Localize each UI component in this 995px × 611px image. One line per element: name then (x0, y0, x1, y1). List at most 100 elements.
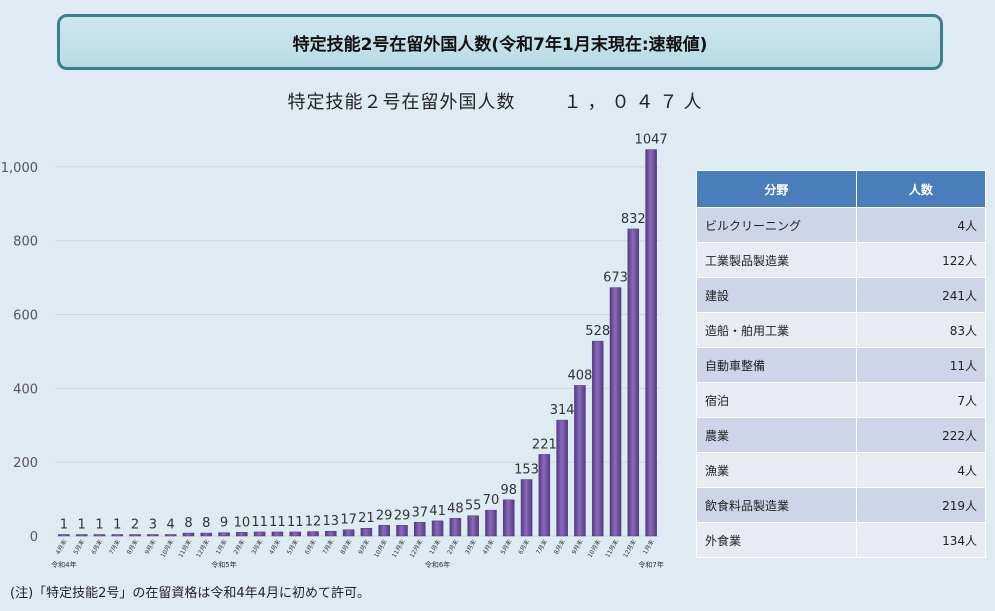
bar (93, 534, 106, 537)
subtitle-label: 特定技能２号在留外国人数 (287, 92, 516, 113)
x-tick-label: 11月末 (390, 538, 407, 559)
data-label: 10 (234, 515, 251, 530)
bar (164, 534, 177, 537)
bar (271, 531, 284, 537)
field-name: ビルクリーニング (696, 207, 857, 243)
table-row: 建設 241人 (696, 277, 987, 313)
bar (645, 149, 657, 537)
chart-subtitle: 特定技能２号在留外国人数 １，０４７人 (0, 88, 995, 114)
x-tick-label: 5月末 (72, 538, 87, 556)
x-tick-label: 8月末 (125, 538, 140, 556)
x-tick-label: 8月末 (338, 538, 353, 556)
field-count: 4人 (855, 207, 987, 243)
field-name: 外食業 (696, 522, 857, 558)
table-row: 飲食料品製造業 219人 (696, 487, 987, 523)
data-label: 673 (603, 271, 628, 286)
x-tick-label: 10月末 (586, 538, 603, 559)
bar (200, 532, 213, 537)
data-label: 37 (412, 505, 429, 520)
bar (58, 534, 70, 537)
banner-title: 特定技能2号在留外国人数(令和7年1月末現在:速報値) (57, 14, 943, 70)
bar (236, 532, 248, 537)
data-label: 1 (113, 518, 121, 533)
data-label: 41 (429, 504, 446, 519)
bar (253, 531, 266, 537)
x-tick-label: 2月末 (232, 538, 247, 556)
field-count: 122人 (855, 242, 987, 278)
bar (342, 529, 355, 537)
table-row: 自動車整備 11人 (696, 347, 987, 383)
bar-chart: 02004006008001,00014月末15月末16月末17月末28月末39… (1, 133, 668, 569)
bar (431, 520, 444, 537)
bar (378, 525, 390, 537)
data-label: 314 (550, 403, 575, 418)
data-label: 8 (202, 516, 210, 531)
data-label: 29 (376, 508, 393, 523)
x-tick-label: 6月末 (303, 538, 318, 556)
bar (307, 531, 319, 537)
data-label: 3 (149, 518, 157, 533)
bar (520, 479, 533, 537)
x-tick-label: 1月末 (427, 538, 442, 556)
data-label: 11 (287, 515, 304, 530)
table-header-row: 分野 人数 (696, 170, 987, 208)
field-count: 241人 (855, 277, 987, 313)
table-row: 農業 222人 (696, 417, 987, 453)
table-row: 造船・舶用工業 83人 (696, 312, 987, 348)
x-tick-label: 2月末 (445, 538, 460, 556)
bar (627, 228, 640, 537)
field-count: 4人 (855, 452, 987, 488)
x-tick-label: 12月末 (621, 538, 638, 559)
field-name: 自動車整備 (696, 347, 857, 383)
footnote: (注)「特定技能2号」の在留資格は令和4年4月に初めて許可。 (10, 586, 370, 601)
data-label: 11 (269, 515, 286, 530)
field-table: 分野 人数 ビルクリーニング 4人 工業製品製造業 122人 建設 241人 造船・舶… (696, 170, 987, 558)
field-name: 農業 (696, 417, 857, 453)
x-tick-label: 4月末 (481, 538, 496, 556)
x-tick-label: 4月末 (54, 538, 69, 556)
field-count: 219人 (855, 487, 987, 523)
x-tick-label: 4月末 (267, 538, 282, 556)
data-label: 17 (340, 513, 357, 528)
x-tick-label: 7月末 (534, 538, 549, 556)
x-tick-label: 11月末 (603, 538, 620, 559)
x-tick-label: 10月末 (372, 538, 389, 559)
field-name: 建設 (696, 277, 857, 313)
data-label: 408 (568, 368, 593, 383)
data-label: 1 (60, 518, 68, 533)
bar (414, 522, 426, 537)
x-tick-label: 10月末 (159, 538, 176, 559)
field-count: 83人 (855, 312, 987, 348)
data-label: 11 (251, 515, 268, 530)
x-tick-label: 9月末 (356, 538, 371, 556)
field-count: 7人 (855, 382, 987, 418)
data-label: 9 (220, 516, 228, 531)
y-tick-label: 600 (13, 309, 38, 324)
x-tick-label: 3月末 (463, 538, 478, 556)
bar (502, 499, 515, 537)
data-label: 12 (305, 515, 322, 530)
x-tick-label: 5月末 (285, 538, 300, 556)
x-tick-label: 9月末 (570, 538, 585, 556)
x-tick-label: 3月末 (250, 538, 265, 556)
x-tick-label: 12月末 (194, 538, 211, 559)
bar (467, 515, 479, 537)
data-label: 98 (500, 483, 517, 498)
bar (396, 525, 408, 537)
year-label: 令和7年 (638, 560, 663, 569)
data-label: 153 (514, 463, 539, 478)
year-label: 令和4年 (51, 560, 76, 569)
bar (360, 527, 373, 537)
field-count: 222人 (855, 417, 987, 453)
bar (609, 287, 622, 537)
y-tick-label: 1,000 (1, 161, 38, 176)
data-label: 1047 (635, 133, 668, 148)
data-label: 528 (585, 324, 610, 339)
x-tick-label: 1月末 (641, 538, 656, 556)
year-label: 令和5年 (211, 560, 236, 569)
x-tick-label: 7月末 (321, 538, 336, 556)
bar (591, 340, 604, 537)
year-label: 令和6年 (425, 560, 450, 569)
y-tick-label: 800 (13, 235, 38, 250)
data-label: 13 (323, 514, 340, 529)
